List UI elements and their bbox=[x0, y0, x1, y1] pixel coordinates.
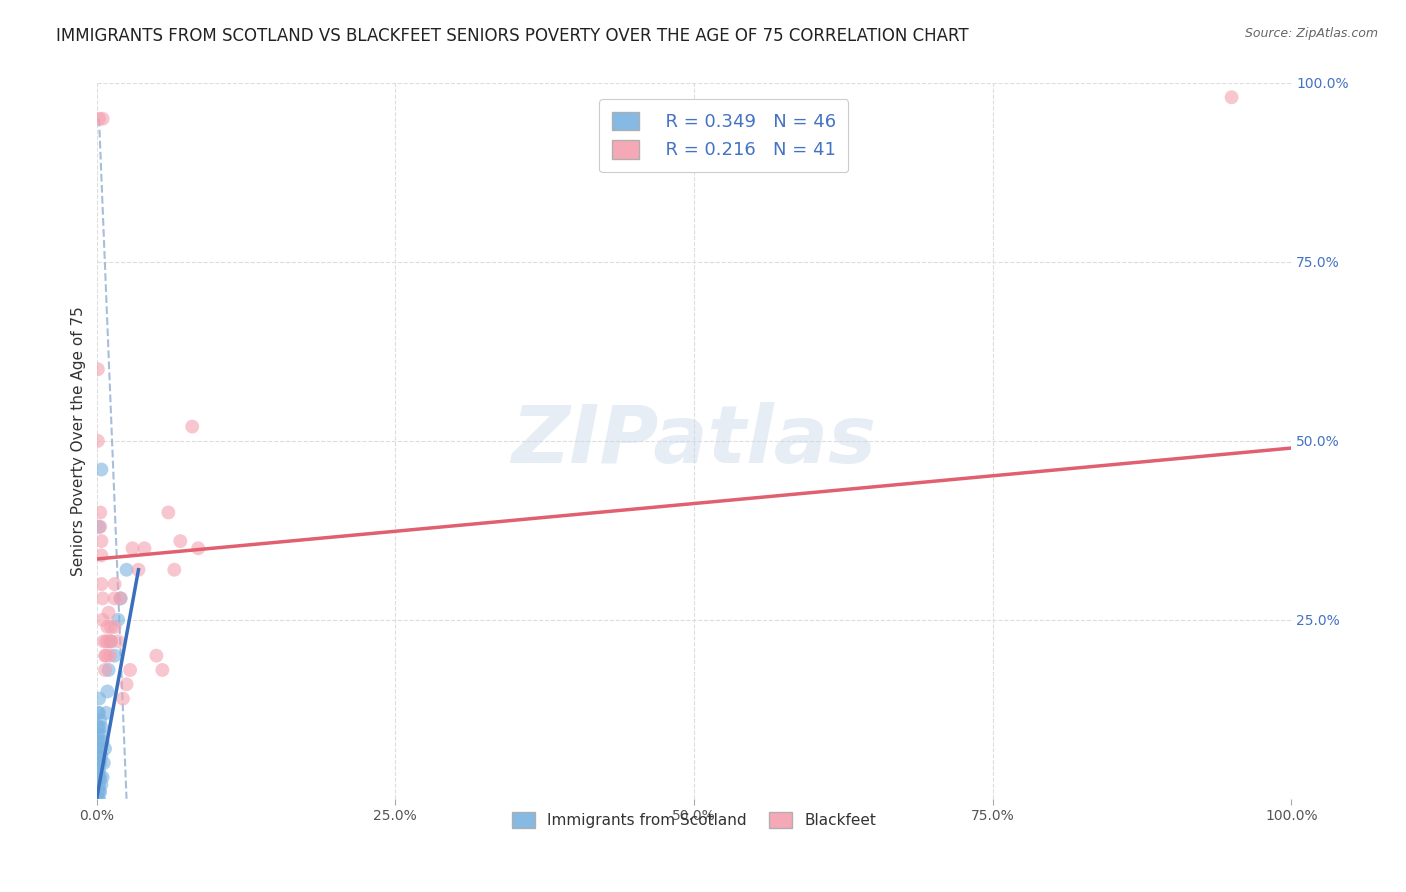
Point bbox=[87, 520, 110, 534]
Point bbox=[87, 785, 110, 799]
Point bbox=[87, 691, 110, 706]
Point bbox=[100, 634, 122, 648]
Point bbox=[103, 591, 125, 606]
Point bbox=[87, 434, 110, 448]
Point bbox=[90, 577, 112, 591]
Point bbox=[169, 534, 191, 549]
Point bbox=[91, 734, 114, 748]
Text: IMMIGRANTS FROM SCOTLAND VS BLACKFEET SENIORS POVERTY OVER THE AGE OF 75 CORRELA: IMMIGRANTS FROM SCOTLAND VS BLACKFEET SE… bbox=[56, 27, 969, 45]
Point bbox=[90, 534, 112, 549]
Point bbox=[87, 792, 110, 806]
Point bbox=[1220, 90, 1243, 104]
Point bbox=[87, 777, 110, 791]
Point bbox=[103, 648, 125, 663]
Point bbox=[87, 741, 110, 756]
Point bbox=[96, 684, 118, 698]
Point bbox=[110, 591, 132, 606]
Point bbox=[96, 620, 118, 634]
Point bbox=[115, 677, 138, 691]
Point bbox=[91, 613, 114, 627]
Point bbox=[94, 663, 117, 677]
Point bbox=[93, 756, 115, 770]
Point bbox=[90, 748, 112, 763]
Point bbox=[111, 691, 134, 706]
Point bbox=[87, 720, 110, 734]
Point bbox=[97, 634, 120, 648]
Point bbox=[87, 785, 110, 799]
Text: ZIPatlas: ZIPatlas bbox=[512, 402, 876, 480]
Point bbox=[91, 112, 114, 126]
Point bbox=[97, 663, 120, 677]
Point bbox=[93, 634, 115, 648]
Point bbox=[90, 462, 112, 476]
Point bbox=[96, 706, 118, 720]
Point bbox=[127, 563, 149, 577]
Point bbox=[96, 648, 118, 663]
Point bbox=[98, 648, 121, 663]
Point bbox=[89, 727, 111, 741]
Point bbox=[90, 720, 112, 734]
Point bbox=[107, 634, 129, 648]
Point bbox=[87, 763, 110, 777]
Point bbox=[163, 563, 186, 577]
Point bbox=[100, 620, 122, 634]
Point bbox=[89, 520, 111, 534]
Point bbox=[87, 792, 110, 806]
Point bbox=[87, 763, 110, 777]
Point bbox=[157, 506, 180, 520]
Point bbox=[145, 648, 167, 663]
Point bbox=[87, 706, 110, 720]
Point bbox=[90, 549, 112, 563]
Point bbox=[87, 756, 110, 770]
Point bbox=[90, 777, 112, 791]
Point bbox=[103, 577, 125, 591]
Point bbox=[103, 620, 125, 634]
Point bbox=[150, 663, 173, 677]
Point bbox=[89, 741, 111, 756]
Point bbox=[115, 563, 138, 577]
Legend: Immigrants from Scotland, Blackfeet: Immigrants from Scotland, Blackfeet bbox=[506, 806, 883, 834]
Point bbox=[134, 541, 156, 556]
Point bbox=[89, 506, 111, 520]
Point bbox=[87, 734, 110, 748]
Point bbox=[181, 419, 204, 434]
Point bbox=[121, 541, 143, 556]
Point bbox=[87, 770, 110, 784]
Point bbox=[89, 756, 111, 770]
Point bbox=[97, 606, 120, 620]
Y-axis label: Seniors Poverty Over the Age of 75: Seniors Poverty Over the Age of 75 bbox=[72, 306, 86, 575]
Point bbox=[87, 770, 110, 784]
Point bbox=[94, 648, 117, 663]
Point bbox=[87, 727, 110, 741]
Point bbox=[91, 591, 114, 606]
Point bbox=[89, 770, 111, 784]
Point bbox=[89, 713, 111, 727]
Point bbox=[89, 785, 111, 799]
Point bbox=[120, 663, 142, 677]
Point bbox=[87, 777, 110, 791]
Point bbox=[87, 756, 110, 770]
Point bbox=[91, 770, 114, 784]
Point bbox=[87, 748, 110, 763]
Text: Source: ZipAtlas.com: Source: ZipAtlas.com bbox=[1244, 27, 1378, 40]
Point bbox=[87, 720, 110, 734]
Point bbox=[100, 634, 122, 648]
Point bbox=[187, 541, 209, 556]
Point bbox=[87, 706, 110, 720]
Point bbox=[87, 112, 110, 126]
Point bbox=[87, 748, 110, 763]
Point bbox=[87, 734, 110, 748]
Point bbox=[96, 634, 118, 648]
Point bbox=[110, 591, 132, 606]
Point bbox=[87, 362, 110, 376]
Point bbox=[94, 741, 117, 756]
Point bbox=[107, 613, 129, 627]
